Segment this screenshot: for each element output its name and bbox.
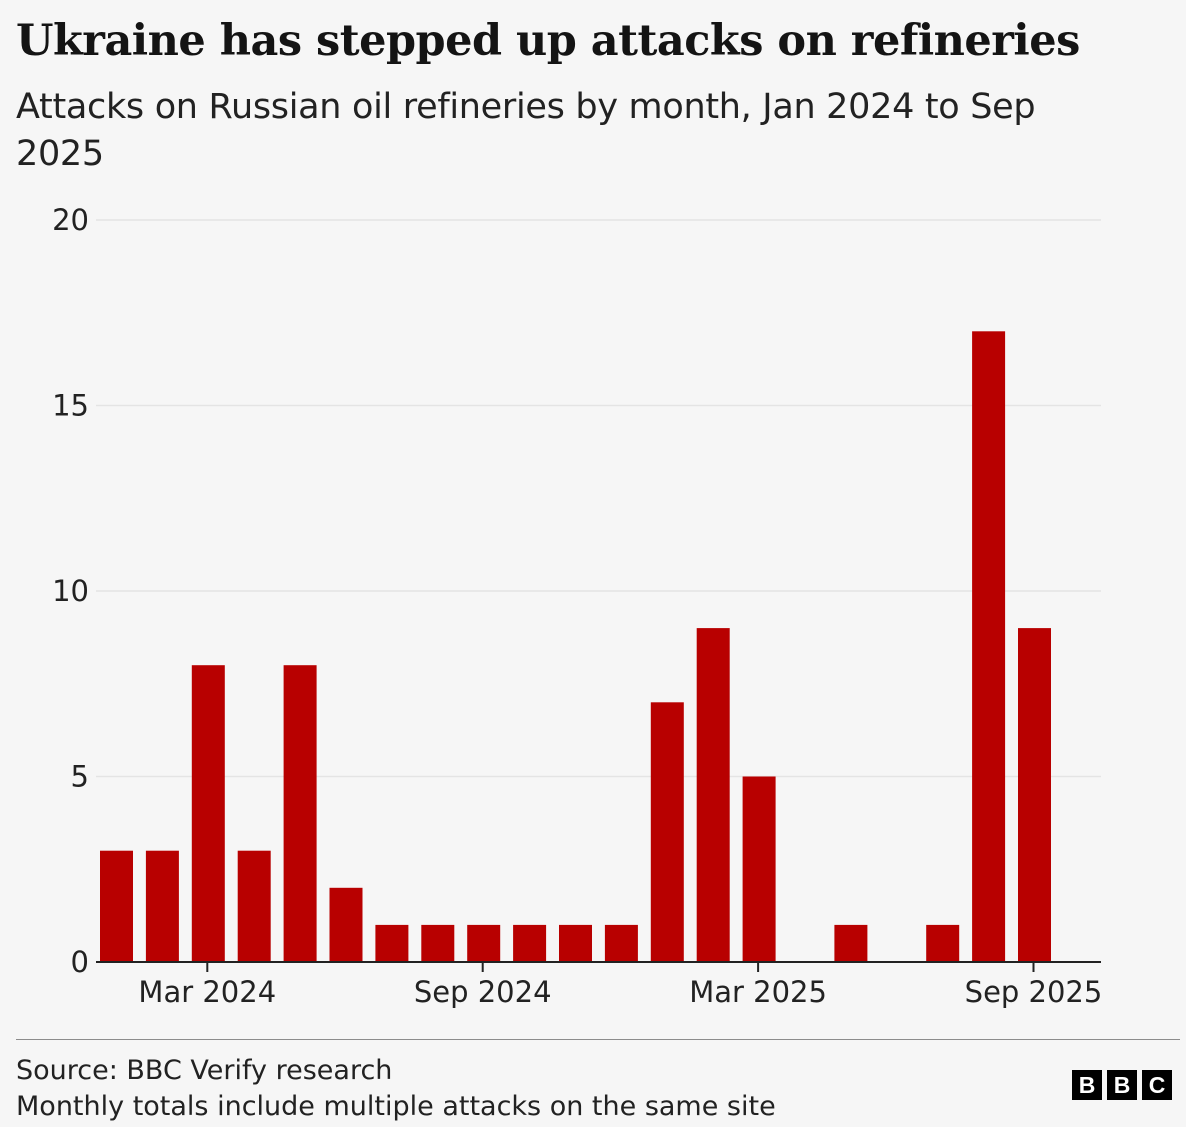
bar-oct-2024 (513, 924, 547, 962)
bar-apr-2024 (237, 850, 271, 962)
bbc-logo-letter: C (1142, 1070, 1172, 1100)
bar-may-2025 (834, 924, 868, 962)
bar-nov-2024 (559, 924, 592, 962)
source-note: Source: BBC Verify research (16, 1055, 393, 1086)
bbc-logo-letter: B (1072, 1070, 1102, 1100)
bar-feb-2025 (696, 628, 730, 962)
y-tick-label: 0 (71, 945, 89, 979)
y-tick-label: 5 (71, 760, 89, 794)
bar-jun-2024 (329, 887, 363, 962)
bars (100, 331, 1051, 962)
y-axis-labels: 0 5 10 15 20 (52, 203, 89, 979)
bbc-logo-letter: B (1107, 1070, 1137, 1100)
chart-subtitle: Attacks on Russian oil refineries by mon… (16, 87, 1036, 174)
bar-aug-2025 (972, 331, 1006, 962)
y-tick-label: 15 (52, 389, 89, 423)
bar-sep-2024 (467, 924, 501, 962)
bar-mar-2025 (742, 776, 776, 962)
bar-sep-2025 (1018, 628, 1051, 962)
footer-divider (16, 1039, 1180, 1040)
bar-feb-2024 (145, 850, 179, 962)
gridlines (96, 219, 1101, 778)
chart-title: Ukraine has stepped up attacks on refine… (16, 16, 1080, 66)
bar-jul-2025 (926, 924, 960, 962)
bar-mar-2024 (191, 665, 225, 962)
bar-aug-2024 (421, 924, 455, 962)
x-axis: Mar 2024 Sep 2024 Mar 2025 Sep 2025 (96, 961, 1103, 1009)
x-tick-label: Mar 2024 (138, 975, 276, 1009)
x-tick-label: Mar 2025 (689, 975, 827, 1009)
bar-jan-2025 (650, 702, 684, 962)
bar-may-2024 (283, 665, 317, 962)
bar-chart: 0 5 10 15 20 Mar 2024 Sep 2024 Mar 2025 Sep 202… (52, 203, 1103, 1009)
bar-dec-2024 (604, 924, 638, 962)
bar-jan-2024 (100, 850, 133, 962)
x-tick-label: Sep 2025 (965, 975, 1103, 1009)
x-tick-label: Sep 2024 (414, 975, 552, 1009)
footnote: Monthly totals include multiple attacks … (16, 1091, 776, 1122)
y-tick-label: 20 (52, 203, 89, 237)
bar-jul-2024 (375, 924, 409, 962)
bbc-logo: B B C (1072, 1070, 1172, 1100)
y-tick-label: 10 (52, 574, 89, 608)
